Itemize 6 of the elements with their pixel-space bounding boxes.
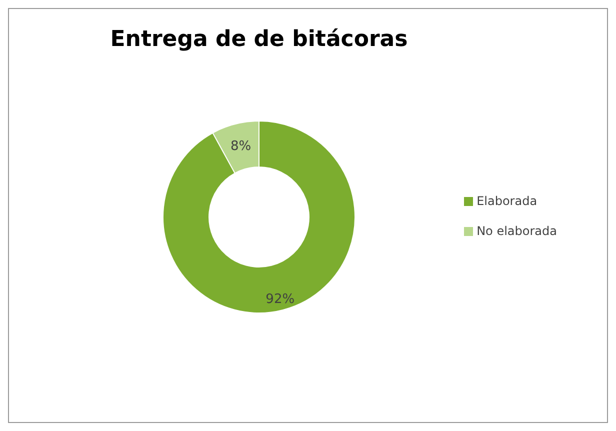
- legend-label: No elaborada: [476, 224, 557, 238]
- data-label: 8%: [230, 138, 252, 154]
- chart-title: Entrega de de bitácoras: [109, 27, 409, 52]
- donut-slice: [162, 120, 356, 314]
- legend-label: Elaborada: [476, 194, 538, 208]
- data-label: 92%: [266, 292, 295, 307]
